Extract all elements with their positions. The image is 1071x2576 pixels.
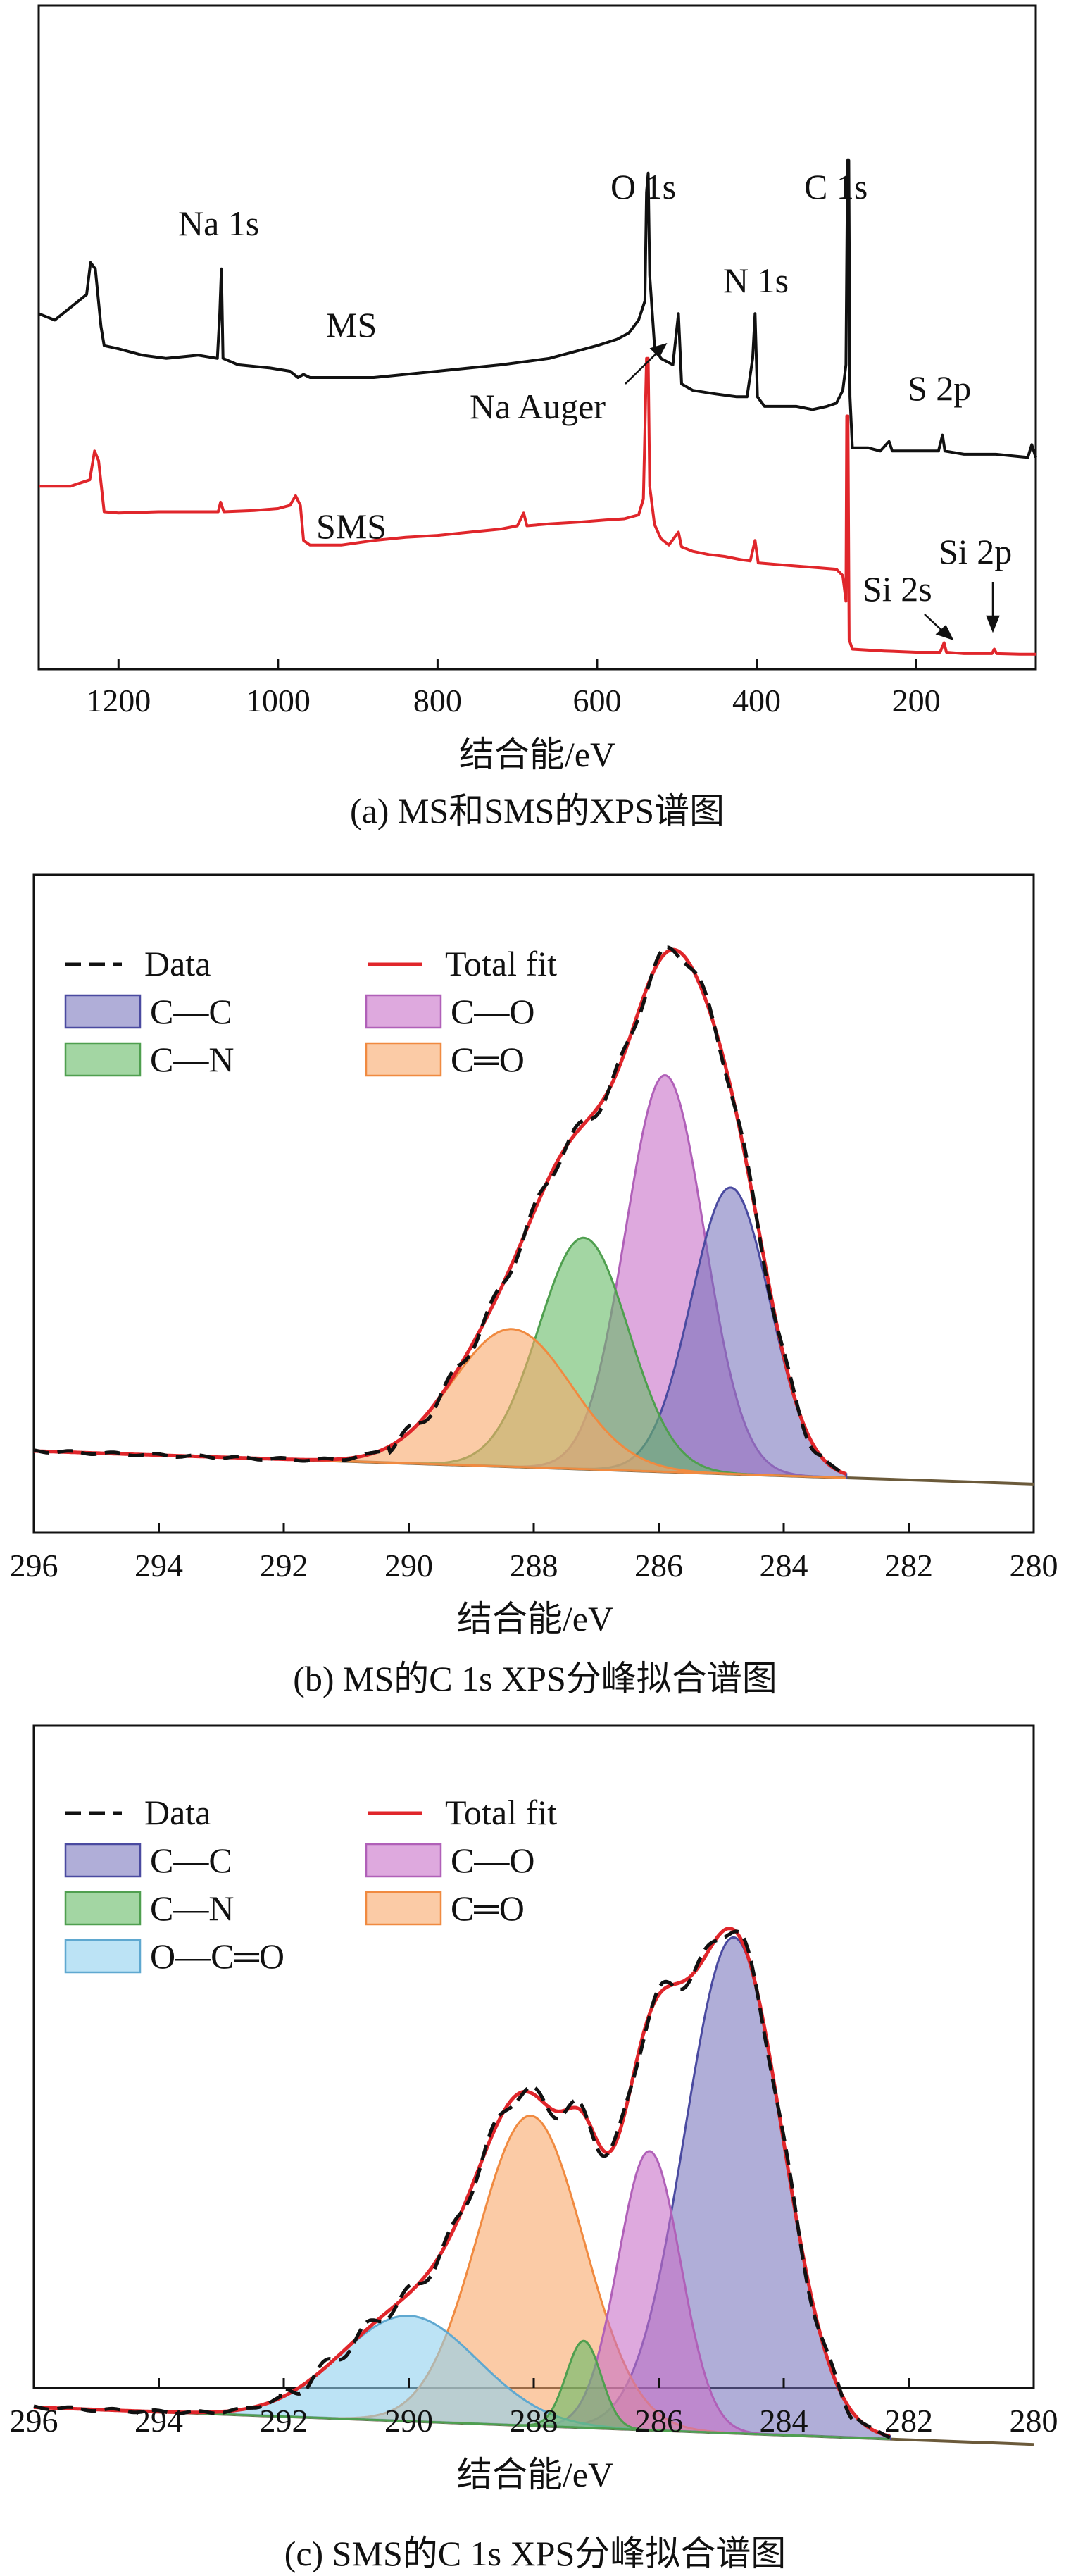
x-tick-label-a: 400 <box>732 683 781 718</box>
legend-label-total: Total fit <box>445 1793 557 1832</box>
legend-swatch-cc <box>64 1843 142 1878</box>
x-tick-label-c: 284 <box>760 2403 808 2439</box>
caption-c: (c) SMS的C 1s XPS分峰拟合谱图 <box>284 2534 787 2573</box>
x-tick-label-b: 284 <box>760 1548 808 1583</box>
legend-label-cn: C—N <box>150 1889 234 1928</box>
x-axis-label-c: 结合能/eV <box>457 2455 613 2494</box>
annotation-sms: SMS <box>316 506 387 546</box>
x-tick-label-c: 290 <box>384 2403 433 2439</box>
x-tick-label-a: 200 <box>892 683 941 718</box>
legend-swatch-cn <box>64 1891 142 1926</box>
legend-label-co: C—O <box>451 1841 534 1880</box>
legend-swatch-co <box>365 1891 442 1926</box>
annotation-si-2p: Si 2p <box>939 532 1012 571</box>
x-tick-label-c: 292 <box>260 2403 308 2439</box>
x-tick-label-c: 296 <box>10 2403 58 2439</box>
x-axis-label-b: 结合能/eV <box>457 1599 613 1638</box>
legend-swatch-cc <box>64 994 142 1029</box>
chart-c1s-sms: 296 294 292 290 288 286 284 282 280 Data Total fi… <box>10 1724 1058 2573</box>
legend-label-cc: C—C <box>150 992 232 1031</box>
annotation-na-auger: Na Auger <box>470 387 606 426</box>
annotation-c-1s: C 1s <box>804 167 868 206</box>
legend-swatch-co <box>365 994 442 1029</box>
chart-c1s-ms: 296 294 292 290 288 286 284 282 280 Data Total fi… <box>10 873 1058 1698</box>
annotation-ms: MS <box>326 305 377 344</box>
legend-swatch-oco <box>64 1939 142 1974</box>
chart-survey: 1200 1000 800 600 400 200 Na 1s MS O 1s C 1s … <box>37 4 1037 830</box>
x-tick-label-a: 600 <box>572 683 621 718</box>
x-tick-label-a: 1200 <box>86 683 151 718</box>
x-tick-label-c: 294 <box>134 2403 183 2439</box>
annotation-o-1s: O 1s <box>610 167 676 206</box>
annotation-na-1s: Na 1s <box>178 204 259 243</box>
x-tick-label-c: 280 <box>1010 2403 1058 2439</box>
series-line-sms <box>39 356 1036 656</box>
annotation-s-2p: S 2p <box>908 368 971 408</box>
legend-swatch-cn <box>64 1042 142 1077</box>
x-tick-label-b: 292 <box>260 1548 308 1583</box>
legend-label-total: Total fit <box>445 944 557 983</box>
x-axis-label-a: 结合能/eV <box>459 735 615 774</box>
x-tick-label-b: 294 <box>134 1548 183 1583</box>
legend-swatch-co <box>365 1843 442 1878</box>
legend-label-co: C—O <box>451 992 534 1031</box>
x-tick-label-c: 282 <box>884 2403 933 2439</box>
annotation-si-2s: Si 2s <box>863 569 932 609</box>
caption-a: (a) MS和SMS的XPS谱图 <box>350 791 725 830</box>
legend-c: Data Total fit C—C C—O C—N C═O O—C═O <box>64 1793 557 1976</box>
series-line-ms <box>38 158 1037 459</box>
legend-label-co: C═O <box>451 1040 525 1079</box>
caption-b: (b) MS的C 1s XPS分峰拟合谱图 <box>293 1659 777 1698</box>
annotation-n-1s: N 1s <box>723 261 789 300</box>
x-tick-label-b: 282 <box>884 1548 933 1583</box>
x-tick-label-c: 288 <box>510 2403 558 2439</box>
x-tick-label-c: 286 <box>634 2403 683 2439</box>
legend-label-oco: O—C═O <box>150 1936 284 1976</box>
x-tick-label-a: 800 <box>413 683 462 718</box>
plot-frame-a <box>37 4 1037 671</box>
x-tick-label-a: 1000 <box>246 683 311 718</box>
x-tick-label-b: 290 <box>384 1548 433 1583</box>
data-line-c <box>33 1929 891 2439</box>
annotation-arrows <box>625 342 1000 641</box>
x-tick-label-b: 280 <box>1010 1548 1058 1583</box>
x-tick-label-b: 296 <box>10 1548 58 1583</box>
legend-b: Data Total fit C—C C—O C—N C═O <box>64 944 557 1079</box>
legend-label-co: C═O <box>451 1889 525 1928</box>
data-line-b <box>33 945 847 1477</box>
x-tick-label-b: 286 <box>634 1548 683 1583</box>
legend-label-cn: C—N <box>150 1040 234 1079</box>
legend-swatch-co <box>365 1042 442 1077</box>
legend-label-data: Data <box>144 944 211 983</box>
x-tick-label-b: 288 <box>510 1548 558 1583</box>
legend-label-cc: C—C <box>150 1841 232 1880</box>
legend-label-data: Data <box>144 1793 211 1832</box>
